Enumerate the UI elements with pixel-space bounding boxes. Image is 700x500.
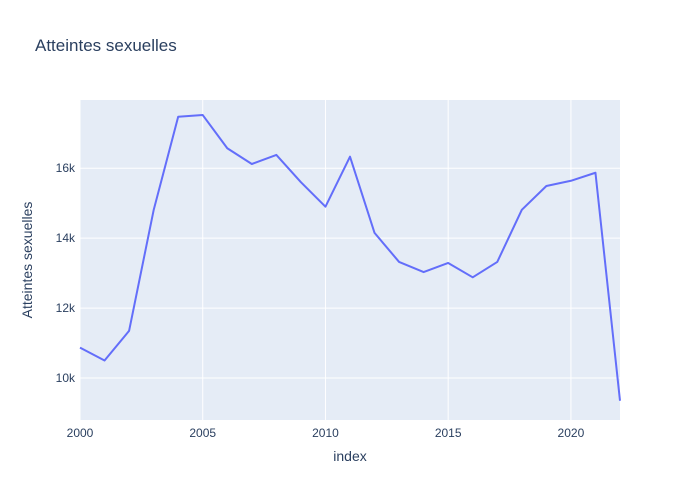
- data-point: [127, 329, 131, 333]
- x-axis-title: index: [333, 448, 366, 464]
- x-axis: 2000 2005 2010 2015 2020: [67, 426, 585, 440]
- data-point: [274, 153, 278, 157]
- data-point: [225, 146, 229, 150]
- series-layer: [78, 113, 622, 403]
- data-point: [250, 162, 254, 166]
- data-point: [103, 359, 107, 363]
- data-point: [348, 155, 352, 159]
- data-point: [593, 171, 597, 175]
- data-point: [201, 113, 205, 117]
- y-axis-title: Atteintes sexuelles: [19, 202, 35, 319]
- data-point: [544, 184, 548, 188]
- x-gridlines: [79, 100, 572, 420]
- data-point: [446, 261, 450, 265]
- data-point: [323, 205, 327, 209]
- data-point: [373, 231, 377, 235]
- data-point: [397, 260, 401, 264]
- series-line: [79, 114, 621, 401]
- data-point: [520, 208, 524, 212]
- data-point: [569, 179, 573, 183]
- y-tick-label: 10k: [56, 371, 76, 385]
- chart-title: Atteintes sexuelles: [35, 36, 177, 55]
- data-point: [299, 180, 303, 184]
- x-tick-label: 2015: [435, 426, 462, 440]
- data-point: [618, 399, 622, 403]
- x-tick-label: 2000: [67, 426, 94, 440]
- y-axis: 10k 12k 14k 16k: [56, 161, 76, 385]
- data-point: [471, 275, 475, 279]
- y-tick-label: 16k: [56, 161, 76, 175]
- data-point: [422, 270, 426, 274]
- data-point: [176, 115, 180, 119]
- data-point: [495, 260, 499, 264]
- x-tick-label: 2020: [558, 426, 585, 440]
- data-point: [152, 208, 156, 212]
- plot-area: [80, 100, 620, 420]
- data-point: [78, 346, 82, 350]
- x-tick-label: 2010: [312, 426, 339, 440]
- y-gridlines: [80, 167, 620, 379]
- y-tick-label: 12k: [56, 301, 76, 315]
- y-tick-label: 14k: [56, 231, 76, 245]
- x-tick-label: 2005: [189, 426, 216, 440]
